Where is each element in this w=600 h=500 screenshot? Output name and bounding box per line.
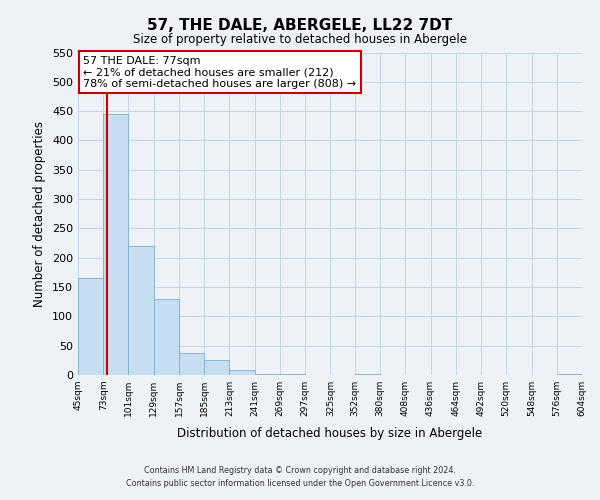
- Bar: [204, 360, 229, 375]
- Bar: [280, 374, 305, 375]
- Bar: [128, 246, 154, 375]
- Bar: [103, 114, 128, 375]
- Text: Size of property relative to detached houses in Abergele: Size of property relative to detached ho…: [133, 32, 467, 46]
- Bar: [255, 374, 280, 375]
- Bar: [355, 374, 380, 375]
- Bar: [154, 299, 179, 375]
- Bar: [179, 354, 204, 375]
- Bar: [557, 374, 582, 375]
- Y-axis label: Number of detached properties: Number of detached properties: [34, 120, 46, 306]
- Text: 57, THE DALE, ABERGELE, LL22 7DT: 57, THE DALE, ABERGELE, LL22 7DT: [148, 18, 452, 32]
- Bar: [229, 370, 255, 375]
- Text: 57 THE DALE: 77sqm
← 21% of detached houses are smaller (212)
78% of semi-detach: 57 THE DALE: 77sqm ← 21% of detached hou…: [83, 56, 356, 89]
- Text: Contains HM Land Registry data © Crown copyright and database right 2024.
Contai: Contains HM Land Registry data © Crown c…: [126, 466, 474, 487]
- X-axis label: Distribution of detached houses by size in Abergele: Distribution of detached houses by size …: [178, 428, 482, 440]
- Bar: [78, 278, 103, 375]
